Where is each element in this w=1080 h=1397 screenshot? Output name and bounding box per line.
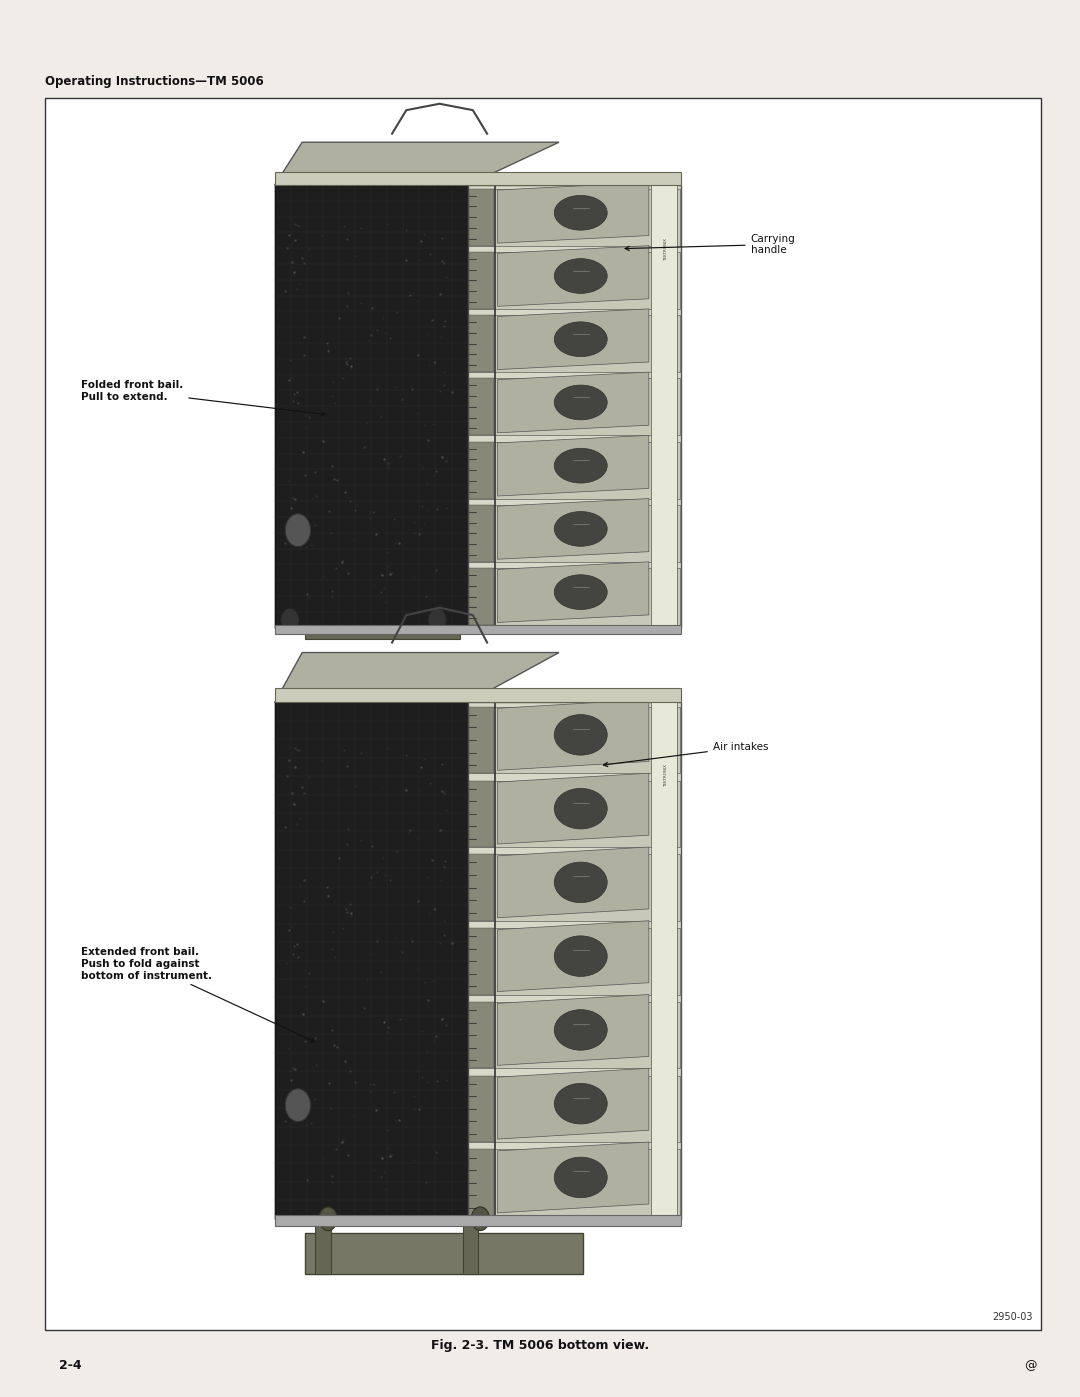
Text: 2-4: 2-4 (59, 1359, 82, 1372)
Polygon shape (498, 700, 649, 770)
Text: 2950-03: 2950-03 (993, 1312, 1032, 1322)
Circle shape (428, 608, 446, 631)
Bar (45, 98, 1041, 1330)
Ellipse shape (554, 1010, 607, 1051)
Ellipse shape (554, 196, 607, 231)
Bar (469, 504, 679, 562)
Ellipse shape (554, 862, 607, 902)
Polygon shape (498, 1141, 649, 1213)
Polygon shape (498, 499, 649, 559)
Text: Extended front bail.
Push to fold against
bottom of instrument.: Extended front bail. Push to fold agains… (81, 947, 315, 1042)
Ellipse shape (554, 321, 607, 356)
Text: Folded front bail.
Pull to extend.: Folded front bail. Pull to extend. (81, 380, 325, 416)
Bar (462, 1218, 477, 1274)
Bar (469, 251, 679, 309)
Bar (651, 184, 676, 627)
Bar (469, 316, 679, 372)
Bar (469, 189, 495, 246)
Bar (469, 1076, 679, 1141)
Bar (274, 687, 680, 703)
Bar (469, 1150, 495, 1215)
Text: @: @ (1024, 1359, 1037, 1372)
Polygon shape (498, 921, 649, 992)
Polygon shape (274, 142, 559, 184)
Bar (468, 703, 680, 1218)
Bar (469, 504, 495, 562)
Bar (469, 441, 495, 499)
Polygon shape (498, 1069, 649, 1139)
Bar (469, 1002, 495, 1069)
Ellipse shape (554, 788, 607, 828)
Bar (469, 928, 679, 995)
Ellipse shape (554, 386, 607, 420)
Bar (469, 379, 495, 436)
Bar (274, 703, 468, 1218)
Bar (469, 707, 495, 773)
Ellipse shape (554, 715, 607, 756)
Text: Air intakes: Air intakes (604, 742, 768, 767)
Bar (469, 855, 495, 921)
Ellipse shape (554, 448, 607, 483)
Text: TEKTRONIX: TEKTRONIX (664, 237, 667, 261)
Bar (469, 781, 679, 847)
Polygon shape (498, 562, 649, 623)
Bar (469, 928, 495, 995)
Bar (468, 184, 680, 627)
Ellipse shape (554, 936, 607, 977)
Circle shape (285, 1088, 311, 1122)
Bar (651, 703, 676, 1218)
Bar (469, 707, 679, 773)
Ellipse shape (554, 258, 607, 293)
Text: Carrying
handle: Carrying handle (625, 233, 795, 256)
Bar (469, 855, 679, 921)
Polygon shape (498, 436, 649, 496)
Text: Fig. 2-3. TM 5006 bottom view.: Fig. 2-3. TM 5006 bottom view. (431, 1340, 649, 1352)
Polygon shape (498, 309, 649, 370)
Bar (274, 1215, 680, 1225)
Polygon shape (498, 183, 649, 243)
Bar (469, 569, 495, 624)
Bar (274, 624, 680, 634)
Bar (315, 1218, 330, 1274)
Ellipse shape (554, 1157, 607, 1197)
Polygon shape (498, 995, 649, 1066)
Polygon shape (498, 372, 649, 433)
Ellipse shape (554, 511, 607, 546)
Text: TEKTRONIX: TEKTRONIX (664, 764, 667, 788)
Bar (274, 184, 468, 627)
Ellipse shape (554, 574, 607, 609)
Bar (469, 569, 679, 624)
Circle shape (285, 514, 311, 546)
Polygon shape (498, 773, 649, 844)
Polygon shape (274, 652, 559, 703)
Bar (469, 316, 495, 372)
Polygon shape (498, 246, 649, 306)
Text: Operating Instructions—TM 5006: Operating Instructions—TM 5006 (45, 75, 265, 88)
Polygon shape (498, 847, 649, 918)
Bar (469, 781, 495, 847)
Bar (469, 1150, 679, 1215)
Ellipse shape (554, 1084, 607, 1125)
Bar (469, 1002, 679, 1069)
Bar (469, 189, 679, 246)
Bar (469, 1076, 495, 1141)
Circle shape (281, 608, 299, 631)
Circle shape (471, 1207, 489, 1231)
Bar (469, 379, 679, 436)
Bar (306, 1234, 583, 1274)
Bar (469, 441, 679, 499)
Bar (274, 172, 680, 184)
Circle shape (319, 1207, 337, 1231)
Bar (306, 626, 459, 638)
Bar (469, 251, 495, 309)
